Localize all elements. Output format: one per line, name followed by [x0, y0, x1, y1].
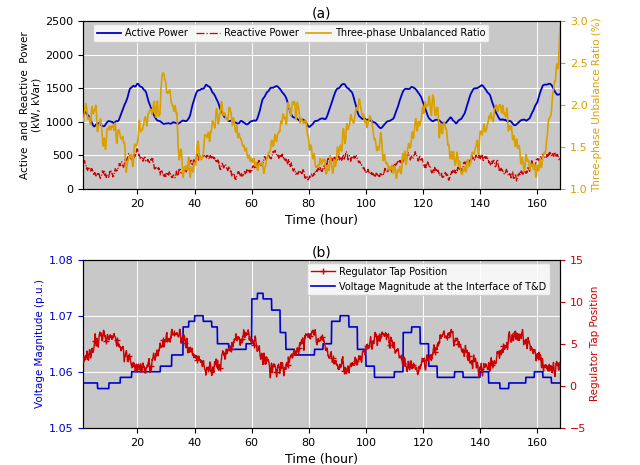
Regulator Tap Position — [216, 365, 223, 371]
Voltage Magnitude at the Interface of T&D — [260, 296, 268, 302]
Active Power — [251, 118, 259, 124]
Y-axis label: Three-phase Unbalance Ratio (%): Three-phase Unbalance Ratio (%) — [591, 18, 602, 193]
Active Power — [399, 89, 407, 94]
Title: (a): (a) — [312, 7, 332, 21]
Active Power — [79, 109, 87, 114]
Three-phase Unbalanced Ratio — [120, 140, 128, 145]
Reactive Power — [79, 159, 87, 165]
Voltage Magnitude at the Interface of T&D — [216, 341, 223, 346]
X-axis label: Time (hour): Time (hour) — [285, 453, 358, 465]
Three-phase Unbalanced Ratio — [79, 119, 87, 124]
Regulator Tap Position — [252, 333, 259, 339]
Three-phase Unbalanced Ratio — [297, 117, 305, 122]
Voltage Magnitude at the Interface of T&D — [79, 380, 87, 386]
Three-phase Unbalanced Ratio — [216, 114, 223, 120]
Reactive Power — [399, 159, 407, 164]
Reactive Power — [133, 146, 141, 152]
Y-axis label: Regulator Tap Position: Regulator Tap Position — [590, 286, 600, 401]
Reactive Power — [556, 156, 564, 162]
Active Power — [297, 118, 305, 123]
Reactive Power — [120, 160, 128, 166]
Regulator Tap Position — [266, 375, 274, 381]
Voltage Magnitude at the Interface of T&D — [252, 296, 259, 302]
Voltage Magnitude at the Interface of T&D — [399, 330, 407, 335]
Line: Reactive Power: Reactive Power — [83, 149, 560, 181]
Voltage Magnitude at the Interface of T&D — [298, 352, 305, 358]
Reactive Power — [260, 157, 268, 163]
Reactive Power — [252, 163, 259, 168]
Three-phase Unbalanced Ratio — [260, 170, 268, 175]
Line: Active Power: Active Power — [83, 84, 560, 128]
Legend: Active Power, Reactive Power, Three-phase Unbalanced Ratio: Active Power, Reactive Power, Three-phas… — [93, 24, 489, 42]
Regulator Tap Position — [399, 362, 407, 367]
Reactive Power — [298, 170, 305, 176]
Voltage Magnitude at the Interface of T&D — [556, 380, 564, 386]
Active Power — [556, 91, 564, 97]
Voltage Magnitude at the Interface of T&D — [253, 291, 261, 296]
Three-phase Unbalanced Ratio — [392, 176, 400, 181]
Active Power — [546, 81, 554, 86]
Y-axis label: Active  and  Reactive  Power
(kW, kVar): Active and Reactive Power (kW, kVar) — [20, 31, 41, 179]
Regulator Tap Position — [298, 337, 305, 343]
Reactive Power — [513, 178, 520, 184]
Reactive Power — [216, 165, 223, 170]
Legend: Regulator Tap Position, Voltage Magnitude at the Interface of T&D: Regulator Tap Position, Voltage Magnitud… — [307, 263, 550, 295]
X-axis label: Time (hour): Time (hour) — [285, 214, 358, 227]
Active Power — [120, 102, 128, 108]
Regulator Tap Position — [176, 326, 184, 332]
Line: Voltage Magnitude at the Interface of T&D: Voltage Magnitude at the Interface of T&… — [83, 293, 560, 389]
Line: Regulator Tap Position: Regulator Tap Position — [80, 326, 563, 381]
Voltage Magnitude at the Interface of T&D — [121, 375, 129, 380]
Y-axis label: Voltage Magnitude (p.u.): Voltage Magnitude (p.u.) — [35, 279, 45, 408]
Line: Three-phase Unbalanced Ratio: Three-phase Unbalanced Ratio — [83, 27, 560, 179]
Active Power — [377, 125, 385, 131]
Title: (b): (b) — [312, 246, 332, 259]
Three-phase Unbalanced Ratio — [399, 151, 407, 157]
Regulator Tap Position — [556, 361, 564, 367]
Active Power — [216, 103, 223, 109]
Regulator Tap Position — [120, 359, 128, 365]
Regulator Tap Position — [260, 354, 268, 359]
Active Power — [260, 95, 268, 101]
Three-phase Unbalanced Ratio — [251, 163, 259, 168]
Three-phase Unbalanced Ratio — [556, 24, 564, 29]
Regulator Tap Position — [79, 356, 87, 362]
Voltage Magnitude at the Interface of T&D — [94, 386, 102, 392]
